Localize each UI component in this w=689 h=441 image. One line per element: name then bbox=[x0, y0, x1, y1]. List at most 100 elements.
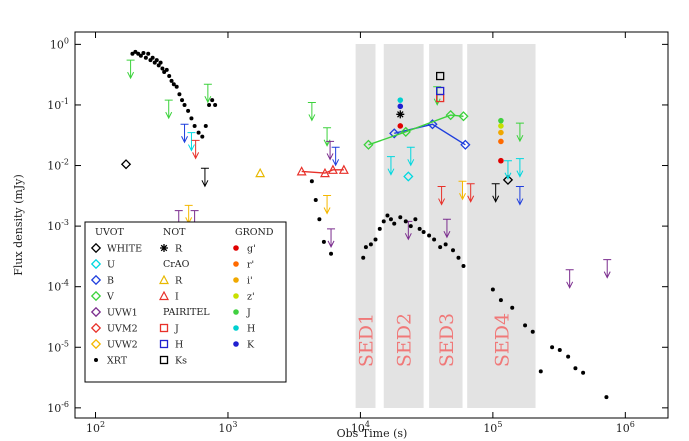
marker bbox=[159, 323, 169, 333]
tick-exponent: -5 bbox=[61, 339, 69, 348]
legend: UVOTWHITEUBVUVW1UVM2UVW2XRTNOTRCrAORIPAI… bbox=[84, 221, 287, 383]
tick-label: 10-4 bbox=[47, 279, 69, 294]
marker bbox=[363, 139, 374, 150]
marker bbox=[498, 117, 504, 124]
marker bbox=[150, 55, 155, 60]
marker bbox=[186, 108, 191, 113]
marker bbox=[200, 134, 205, 139]
marker bbox=[158, 60, 163, 65]
marker bbox=[363, 245, 368, 250]
marker bbox=[398, 215, 403, 220]
x-axis-label: Obs Time (s) bbox=[337, 427, 408, 440]
marker bbox=[169, 78, 174, 83]
sed-label: SED1 bbox=[356, 313, 378, 367]
tick-base: 10 bbox=[47, 402, 61, 415]
marker bbox=[436, 71, 445, 81]
marker bbox=[438, 245, 443, 250]
upper-limit bbox=[515, 122, 524, 143]
tick-exponent: 3 bbox=[232, 420, 237, 429]
upper-limit bbox=[515, 186, 524, 206]
marker bbox=[90, 274, 102, 286]
marker bbox=[90, 338, 102, 350]
legend-group-title: PAIRITEL bbox=[163, 307, 210, 318]
legend-label: B bbox=[107, 276, 114, 287]
tick-base: 10 bbox=[351, 422, 365, 435]
marker bbox=[396, 110, 405, 119]
marker bbox=[460, 139, 471, 150]
legend-label: R bbox=[175, 276, 183, 287]
marker bbox=[377, 226, 382, 231]
y-axis-label: Flux density (mJy) bbox=[12, 174, 25, 276]
marker bbox=[159, 290, 169, 301]
sed-label: SED4 bbox=[491, 313, 513, 367]
marker bbox=[373, 237, 378, 242]
plot-frame bbox=[74, 31, 669, 419]
marker bbox=[210, 98, 215, 103]
marker bbox=[196, 130, 201, 135]
tick-label: 10-1 bbox=[47, 97, 69, 112]
marker bbox=[498, 138, 504, 145]
marker bbox=[313, 197, 318, 202]
legend-label: J bbox=[246, 308, 251, 319]
tick-label: 106 bbox=[616, 420, 635, 435]
legend-label: i' bbox=[247, 276, 253, 287]
upper-limit bbox=[184, 204, 193, 225]
legend-label: UVW1 bbox=[107, 308, 138, 319]
sed-region bbox=[467, 44, 536, 408]
sed-region bbox=[355, 44, 376, 408]
marker bbox=[388, 217, 393, 222]
tick-label: 10-3 bbox=[47, 218, 69, 233]
marker bbox=[403, 171, 414, 182]
tick-base: 10 bbox=[47, 99, 61, 112]
tick-base: 10 bbox=[50, 38, 64, 51]
marker bbox=[498, 157, 504, 164]
legend-group-title: CrAO bbox=[163, 259, 190, 270]
tick-exponent: -4 bbox=[61, 279, 69, 288]
marker bbox=[180, 98, 185, 103]
legend-label: I bbox=[175, 292, 179, 303]
marker bbox=[309, 179, 314, 184]
upper-limit bbox=[200, 167, 209, 188]
marker bbox=[233, 309, 239, 315]
legend-label: UVM2 bbox=[107, 324, 138, 335]
upper-limit bbox=[327, 228, 336, 249]
marker bbox=[327, 164, 338, 174]
tick-exponent: 5 bbox=[497, 420, 502, 429]
tick-label: 102 bbox=[86, 420, 105, 435]
legend-label: WHITE bbox=[107, 244, 142, 255]
tick-base: 10 bbox=[47, 341, 61, 354]
upper-limit bbox=[406, 146, 415, 167]
marker bbox=[392, 221, 397, 226]
tick-base: 10 bbox=[47, 160, 61, 173]
upper-limit bbox=[307, 101, 316, 122]
legend-label: H bbox=[247, 324, 255, 335]
marker bbox=[255, 167, 266, 178]
marker bbox=[573, 366, 578, 371]
sed-region bbox=[429, 44, 463, 408]
marker bbox=[171, 82, 176, 87]
marker bbox=[154, 58, 159, 63]
marker bbox=[90, 242, 102, 254]
legend-label: r' bbox=[247, 260, 254, 271]
legend-label: z' bbox=[247, 292, 255, 303]
tick-exponent: -1 bbox=[61, 97, 69, 106]
marker bbox=[177, 92, 182, 97]
series-line bbox=[301, 169, 344, 174]
legend-label: Ks bbox=[175, 356, 187, 367]
upper-limit bbox=[466, 183, 475, 203]
marker bbox=[397, 123, 404, 129]
marker bbox=[317, 217, 322, 222]
series-line bbox=[368, 114, 464, 146]
marker bbox=[338, 164, 349, 174]
marker bbox=[233, 261, 239, 267]
marker bbox=[174, 84, 179, 89]
marker bbox=[403, 219, 408, 224]
upper-limit bbox=[326, 140, 335, 161]
marker bbox=[498, 298, 503, 303]
marker bbox=[510, 305, 515, 310]
marker bbox=[502, 174, 514, 185]
marker bbox=[557, 348, 562, 353]
marker bbox=[296, 166, 307, 176]
tick-base: 10 bbox=[218, 422, 232, 435]
